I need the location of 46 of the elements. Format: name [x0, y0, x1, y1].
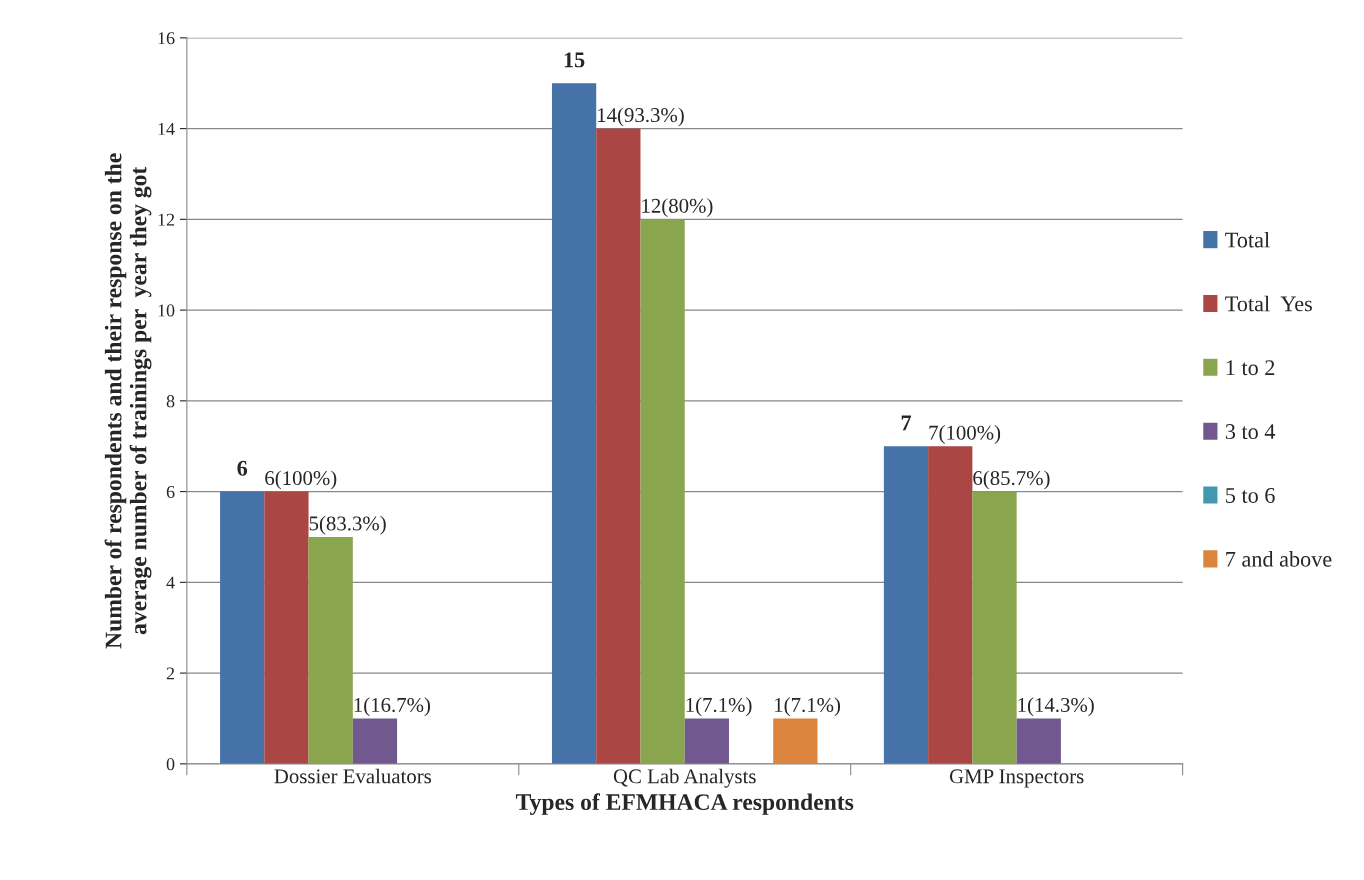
data-label: 1(7.1%) — [686, 697, 752, 717]
legend-label: 5 to 6 — [1226, 487, 1275, 503]
bar — [640, 219, 685, 764]
x-tick-label: QC Lab Analysts — [613, 768, 756, 788]
bar — [928, 446, 973, 764]
bar — [308, 536, 353, 764]
bar — [264, 491, 309, 764]
y-tick-label: 2 — [166, 667, 175, 680]
bar — [596, 128, 641, 764]
y-tick-label: 4 — [166, 576, 175, 589]
x-tick-label: GMP Inspectors — [949, 769, 1084, 788]
legend-label: Total Yes — [1225, 295, 1312, 312]
bar — [684, 718, 729, 764]
legend-label: 3 to 4 — [1225, 424, 1276, 440]
y-tick-label: 16 — [158, 32, 175, 45]
y-tick-label: 8 — [166, 395, 175, 408]
data-label: 12(80%) — [642, 198, 713, 218]
y-tick-label: 0 — [166, 758, 175, 771]
bar — [883, 446, 929, 764]
data-label: 7(100%) — [929, 425, 1001, 444]
legend-label: 7 and above — [1226, 551, 1332, 567]
bar — [773, 718, 818, 764]
data-label: 1(7.1%) — [775, 697, 841, 717]
bar — [972, 491, 1017, 764]
x-tick-label: Dossier Evaluators — [274, 768, 432, 784]
x-axis-title: Types of EFMHACA respondents — [515, 793, 854, 815]
data-label: 6(100%) — [265, 470, 337, 490]
data-label: 15 — [564, 52, 585, 68]
y-axis-title: Number of respondents and their response on the average number of trainings per year they got — [104, 153, 152, 649]
y-tick-label: 12 — [158, 213, 175, 226]
data-label: 6(85.7%) — [973, 470, 1050, 490]
y-tick-label: 6 — [166, 485, 175, 499]
data-label: 6 — [237, 460, 248, 476]
data-label: 7 — [901, 415, 912, 431]
data-label: 5(83.3%) — [309, 515, 386, 535]
y-tick-label: 10 — [158, 304, 175, 317]
bar — [352, 718, 398, 764]
bar — [220, 491, 265, 764]
bar — [551, 83, 597, 764]
legend-label: 1 to 2 — [1226, 360, 1275, 376]
y-tick-label: 14 — [158, 122, 175, 135]
data-label: 1(14.3%) — [1018, 697, 1094, 717]
legend-label: Total — [1225, 231, 1270, 248]
data-label: 14(93.3%) — [598, 107, 684, 127]
bar — [1016, 718, 1061, 764]
data-label: 1(16.7%) — [354, 697, 431, 717]
